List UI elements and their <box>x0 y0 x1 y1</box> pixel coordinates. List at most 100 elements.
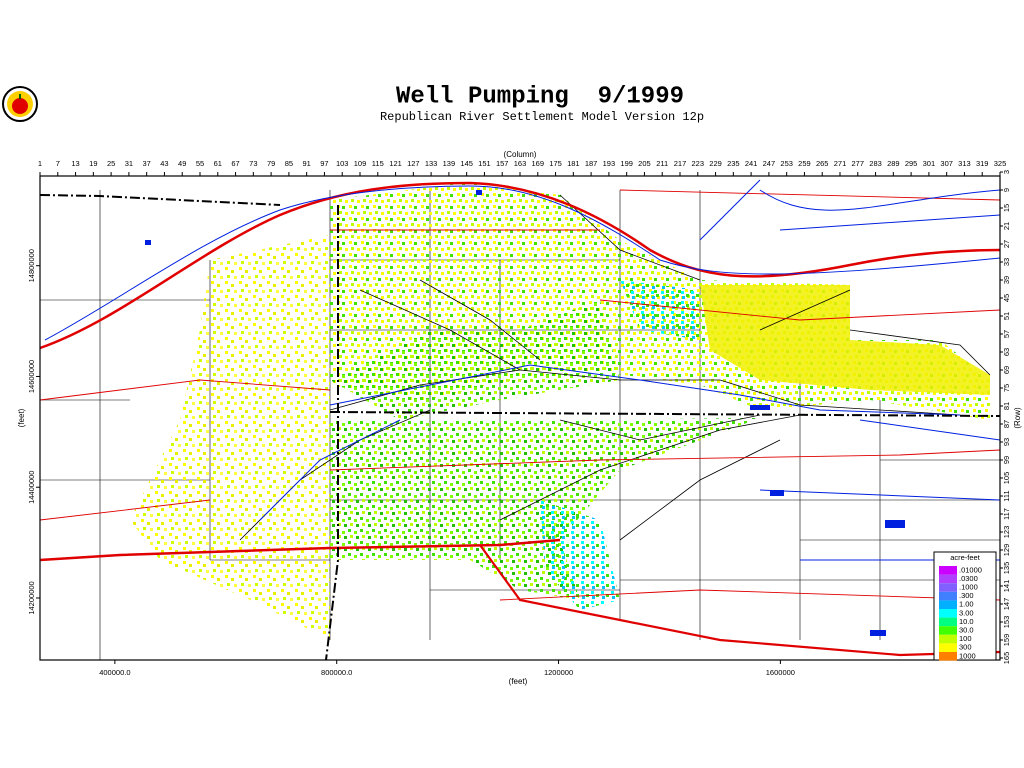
column-tick-label: 319 <box>976 159 989 168</box>
column-tick-label: 145 <box>460 159 473 168</box>
column-tick-label: 295 <box>905 159 918 168</box>
column-tick-label: 307 <box>940 159 953 168</box>
column-tick-label: 43 <box>160 159 168 168</box>
legend-swatch <box>939 583 957 592</box>
legend-swatch <box>939 574 957 584</box>
legend-swatch <box>939 626 957 635</box>
column-tick-label: 193 <box>603 159 616 168</box>
column-tick-label: 151 <box>478 159 491 168</box>
y-tick-label: 14600000 <box>27 360 36 393</box>
map-imagery <box>39 175 1001 661</box>
row-tick-label: 147 <box>1002 598 1011 611</box>
row-tick-label: 63 <box>1002 348 1011 356</box>
row-tick-label: 33 <box>1002 258 1011 266</box>
legend-label: 3.00 <box>959 608 974 617</box>
row-tick-label: 9 <box>1002 188 1011 192</box>
row-tick-label: 15 <box>1002 204 1011 212</box>
legend-swatch <box>939 609 957 618</box>
x-axis-label: (feet) <box>509 677 528 686</box>
row-tick-label: 111 <box>1002 490 1011 501</box>
column-tick-label: 91 <box>302 159 310 168</box>
row-tick-label: 87 <box>1002 420 1011 428</box>
row-tick-label: 129 <box>1002 544 1011 557</box>
legend-label: 30.0 <box>959 625 974 634</box>
column-tick-label: 259 <box>798 159 811 168</box>
row-tick-label: 117 <box>1002 508 1011 520</box>
legend-swatch <box>939 591 957 601</box>
legend-label: 1.00 <box>959 600 974 609</box>
column-tick-label: 121 <box>389 159 402 168</box>
column-tick-label: 265 <box>816 159 829 168</box>
row-tick-label: 165 <box>1002 652 1011 665</box>
legend-swatch <box>939 652 957 661</box>
x-tick-label: 800000.0 <box>321 668 352 677</box>
legend-label: 100 <box>959 634 972 643</box>
legend-swatch <box>939 566 957 575</box>
row-tick-label: 159 <box>1002 634 1011 647</box>
y-tick-label: 14400000 <box>27 471 36 504</box>
legend-label: .0300 <box>959 574 978 583</box>
column-tick-label: 127 <box>407 159 420 168</box>
column-tick-label: 61 <box>214 159 222 168</box>
x-tick-label: 1600000 <box>766 668 795 677</box>
row-tick-label: 69 <box>1002 366 1011 374</box>
column-tick-label: 85 <box>285 159 293 168</box>
column-tick-label: 163 <box>514 159 527 168</box>
column-tick-label: 31 <box>125 159 133 168</box>
column-tick-label: 271 <box>834 159 847 168</box>
row-tick-label: 99 <box>1002 456 1011 464</box>
column-tick-label: 157 <box>496 159 509 168</box>
column-tick-label: 253 <box>780 159 793 168</box>
column-tick-label: 301 <box>923 159 936 168</box>
column-tick-label: 55 <box>196 159 204 168</box>
column-tick-label: 313 <box>958 159 971 168</box>
column-tick-label: 97 <box>320 159 328 168</box>
column-tick-label: 211 <box>656 159 668 168</box>
row-tick-label: 57 <box>1002 330 1011 338</box>
legend-label: 10.0 <box>959 617 974 626</box>
column-tick-label: 67 <box>231 159 239 168</box>
column-tick-label: 223 <box>692 159 705 168</box>
title: Well Pumping 9/1999 <box>396 83 684 110</box>
column-tick-label: 325 <box>994 159 1007 168</box>
column-tick-label: 217 <box>674 159 687 168</box>
legend-label: .300 <box>959 591 974 600</box>
row-tick-label: 21 <box>1002 222 1011 230</box>
column-tick-label: 283 <box>869 159 882 168</box>
subtitle: Republican River Settlement Model Versio… <box>380 110 704 124</box>
column-tick-label: 109 <box>354 159 367 168</box>
row-tick-label: 153 <box>1002 616 1011 629</box>
column-tick-label: 49 <box>178 159 186 168</box>
logo <box>2 86 38 122</box>
y-tick-label: 14200000 <box>27 581 36 614</box>
row-tick-label: 123 <box>1002 526 1011 539</box>
legend-label: .1000 <box>959 582 978 591</box>
column-tick-label: 277 <box>852 159 865 168</box>
x-tick-label: 400000.0 <box>99 668 130 677</box>
column-tick-label: 103 <box>336 159 349 168</box>
column-tick-label: 139 <box>443 159 456 168</box>
y-axis-label: (feet) <box>17 408 26 427</box>
row-tick-label: 45 <box>1002 294 1011 302</box>
row-axis-label: (Row) <box>1013 407 1022 429</box>
legend-label: 300 <box>959 643 972 652</box>
y-tick-label: 14800000 <box>27 249 36 282</box>
legend-swatch <box>939 600 957 609</box>
column-tick-label: 79 <box>267 159 275 168</box>
legend-swatch <box>939 634 957 644</box>
legend-label: 1000 <box>959 651 976 660</box>
legend-swatch <box>939 643 957 652</box>
column-tick-label: 199 <box>620 159 633 168</box>
column-tick-label: 187 <box>585 159 598 168</box>
column-tick-label: 241 <box>745 159 758 168</box>
column-tick-label: 247 <box>763 159 776 168</box>
row-tick-label: 51 <box>1002 312 1011 320</box>
row-tick-label: 75 <box>1002 384 1011 392</box>
column-axis-label: (Column) <box>504 150 537 159</box>
row-tick-label: 93 <box>1002 438 1011 446</box>
row-tick-label: 27 <box>1002 240 1011 248</box>
column-tick-label: 289 <box>887 159 900 168</box>
column-tick-label: 235 <box>727 159 740 168</box>
legend: acre-feet .01000.0300.1000.3001.003.0010… <box>933 551 997 661</box>
